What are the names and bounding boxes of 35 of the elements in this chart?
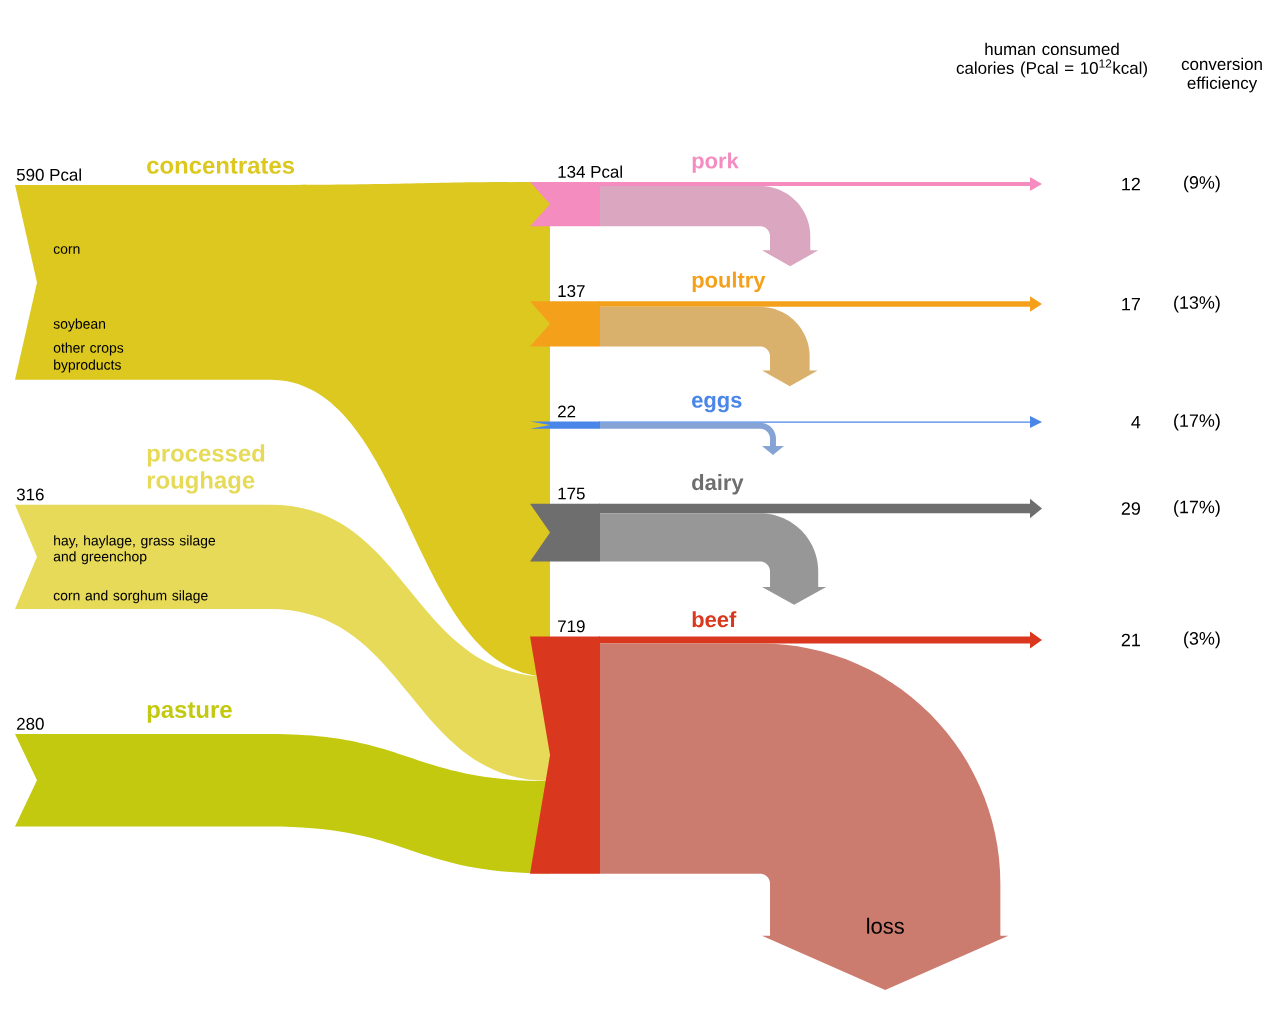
data-label: 4 <box>1131 415 1141 429</box>
text: byproducts <box>54 359 121 373</box>
data-label: (3%) <box>1184 631 1220 649</box>
category-label: eggs <box>692 395 742 413</box>
data-label: 280 <box>17 717 44 730</box>
category-label: pork <box>692 152 739 173</box>
text: corn and sorghum silage <box>53 590 208 604</box>
text: conversion efficiency <box>1181 57 1262 93</box>
data-label: 590 Pcal <box>16 168 81 181</box>
data-label: 137 <box>558 285 585 298</box>
text: human consumed calories (Pcal = 10$^{12}$kcal) <box>956 42 1147 78</box>
text: hay, haylage, grass silage and greenchop <box>53 535 216 565</box>
category-label: beef <box>692 611 737 628</box>
data-label: (9%) <box>1184 175 1220 193</box>
text: soybean <box>53 318 106 332</box>
data-label: (17%) <box>1174 500 1220 517</box>
data-label: 22 <box>558 405 576 418</box>
data-label: 21 <box>1121 633 1140 647</box>
text: loss <box>867 917 904 934</box>
category-label: dairy <box>692 474 744 495</box>
data-label: 17 <box>1122 297 1140 311</box>
text: corn <box>53 246 80 254</box>
category-label: pasture <box>147 702 232 723</box>
data-label: 12 <box>1122 177 1140 191</box>
data-label: 29 <box>1121 502 1140 515</box>
data-label: (13%) <box>1174 295 1220 313</box>
data-label: 134 Pcal <box>558 165 622 178</box>
data-label: 175 <box>558 487 585 500</box>
category-label: poultry <box>692 271 766 293</box>
text: other crops <box>53 342 124 356</box>
category-label: processed roughage <box>147 444 265 494</box>
category-label: concentrates <box>147 158 295 174</box>
data-label: 316 <box>16 488 44 501</box>
data-label: 719 <box>558 620 585 633</box>
data-label: (17%) <box>1174 413 1220 431</box>
